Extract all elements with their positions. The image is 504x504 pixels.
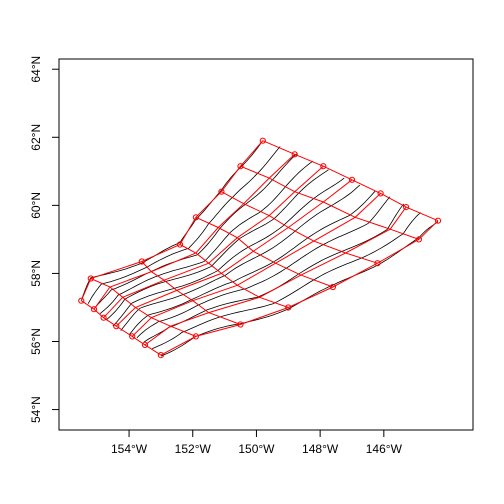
grid-point [403, 204, 410, 211]
curve-line [120, 184, 361, 331]
grid-point [157, 352, 164, 359]
grid-line-row [115, 179, 353, 327]
x-tick-label: 152°W [175, 442, 212, 456]
grid-point [138, 258, 145, 265]
grid-line-col [81, 300, 162, 356]
grid-point [237, 321, 244, 328]
grid-point [218, 188, 225, 195]
grid-line-col [240, 165, 420, 240]
grid-line-col [179, 244, 289, 308]
grid-line-row [131, 193, 381, 337]
curve-line [99, 160, 314, 314]
grid-line-col [262, 140, 439, 222]
grid-point [348, 176, 356, 183]
points-layer [78, 137, 442, 359]
curve-line [129, 190, 376, 335]
grid-point [329, 283, 336, 291]
grid-point [377, 190, 384, 197]
grid-line-col [195, 216, 334, 288]
curve-line [94, 153, 298, 309]
y-tick-label: 64°N [29, 56, 43, 83]
grid-point [100, 314, 107, 321]
x-tick-label: 154°W [111, 442, 148, 456]
grid-point [192, 333, 199, 340]
curve-line [87, 146, 281, 304]
y-tick-label: 62°N [29, 124, 43, 151]
grid-point [90, 306, 98, 313]
curve-line [152, 212, 421, 350]
grid-point [192, 214, 199, 221]
grid-point [78, 297, 85, 304]
grid-line-row [144, 206, 407, 346]
grid-line-row [80, 140, 264, 301]
curve-line [112, 177, 345, 327]
grid-point [113, 323, 120, 330]
x-tick-label: 150°W [238, 442, 275, 456]
curve-line [105, 169, 329, 321]
grid-point [176, 241, 184, 248]
grid-line-col [90, 278, 197, 337]
curve-line [136, 196, 391, 339]
grid-line-row [103, 165, 324, 319]
curve-line [160, 221, 439, 357]
y-tick-label: 60°N [29, 192, 43, 219]
y-tick-label: 58°N [29, 260, 43, 287]
plot-frame [58, 58, 474, 431]
grid-line-col [141, 261, 241, 325]
x-tick-label: 148°W [302, 442, 339, 456]
grid-point [374, 260, 381, 267]
grid-point [320, 163, 327, 170]
grid-point [434, 217, 442, 224]
grid-line-col [221, 191, 378, 264]
curves-layer [80, 140, 439, 357]
y-tick-label: 56°N [29, 328, 43, 355]
grid-point [415, 236, 422, 243]
grid-point [237, 163, 244, 170]
grid-point [285, 304, 292, 311]
grid-point [129, 333, 136, 340]
grid-layer [80, 140, 439, 356]
grid-line-row [93, 153, 296, 310]
grid-point [87, 275, 94, 282]
grid-line-row [160, 220, 439, 356]
grid-point [291, 151, 298, 158]
x-tick-label: 146°W [366, 442, 403, 456]
grid-point [259, 137, 266, 144]
y-axis: 54°N 56°N 58°N 60°N 62°N 64°N [29, 56, 59, 423]
grid-point [141, 341, 149, 348]
x-axis: 154°W 152°W 150°W 148°W 146°W [111, 430, 403, 456]
y-tick-label: 54°N [29, 396, 43, 423]
